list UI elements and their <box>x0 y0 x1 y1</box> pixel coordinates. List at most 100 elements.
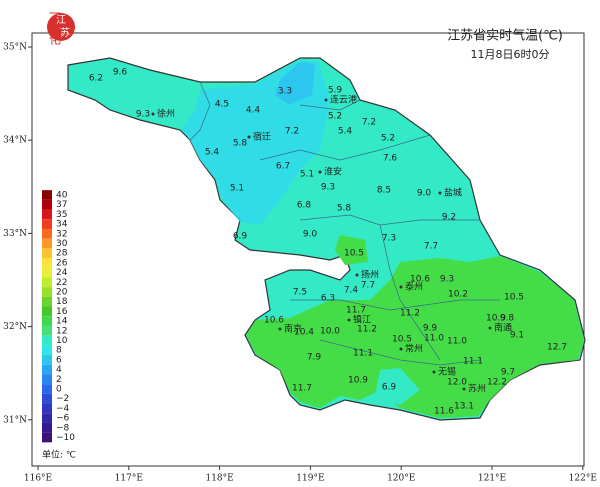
temperature-label: 10.9 <box>348 376 368 386</box>
legend-label: 26 <box>56 258 68 268</box>
longitude-label: 122°E <box>569 474 597 484</box>
temperature-label: 6.9 <box>233 232 248 242</box>
temperature-label: 9.1 <box>510 331 524 341</box>
city-name: 扬州 <box>361 269 379 281</box>
city-name: 常州 <box>405 343 423 355</box>
legend-label: 24 <box>56 268 68 278</box>
boundary <box>299 99 361 111</box>
logo: 一 体 化 江 苏 <box>47 7 75 47</box>
legend-label: 12 <box>56 326 67 336</box>
longitude-label: 117°E <box>115 474 143 484</box>
legend-swatch <box>42 403 52 414</box>
legend-label: 32 <box>56 229 67 239</box>
city-dot <box>399 285 403 289</box>
legend-swatch <box>42 364 52 375</box>
temperature-label: 9.8 <box>500 314 515 324</box>
city-name: 连云港 <box>330 94 357 106</box>
logo-text: 一 <box>49 7 61 21</box>
temperature-label: 6.2 <box>89 74 103 84</box>
temperature-label: 11.1 <box>463 357 483 367</box>
city-name: 无锡 <box>438 367 456 378</box>
boundary <box>290 299 500 311</box>
city-name: 泰州 <box>405 281 423 293</box>
temperature-label: 11.2 <box>400 309 420 319</box>
legend-swatch <box>42 422 52 433</box>
temperature-label: 10.9 <box>486 314 506 324</box>
city-name: 苏州 <box>468 383 486 395</box>
cold-area <box>275 62 315 105</box>
legend-label: −10 <box>56 433 75 443</box>
legend-swatch <box>42 277 52 288</box>
longitude-label: 121°E <box>478 474 506 484</box>
legend-label: 6 <box>56 355 62 365</box>
city-dot <box>432 370 436 374</box>
logo-text: 体 <box>49 20 61 34</box>
temperature-label: 10.5 <box>504 293 524 303</box>
legend-label: −6 <box>56 414 70 424</box>
legend-label: 30 <box>56 239 68 249</box>
city-name: 徐州 <box>157 108 175 120</box>
temperature-label: 7.7 <box>361 281 375 291</box>
city-dot <box>278 327 282 331</box>
temperature-label: 9.6 <box>113 68 128 78</box>
city-dot <box>488 326 492 330</box>
city-dot <box>318 170 322 174</box>
temperature-label: 8.5 <box>377 186 391 196</box>
temperature-label: 7.9 <box>307 353 322 363</box>
boundary <box>189 81 211 141</box>
temperature-label: 5.1 <box>230 184 244 194</box>
legend-label: −2 <box>56 394 69 404</box>
boundary <box>319 339 481 366</box>
legend-swatch <box>42 432 52 443</box>
temperature-label: 10.5 <box>392 335 412 345</box>
legend-swatch <box>42 325 52 336</box>
city-dot <box>347 318 351 322</box>
temperature-label: 9.7 <box>501 368 515 378</box>
legend-swatch <box>42 228 52 239</box>
city-dot <box>355 273 359 277</box>
legend-label: 16 <box>56 307 68 317</box>
temperature-label: 9.2 <box>442 213 456 223</box>
temperature-label: 10.5 <box>344 249 364 259</box>
temperature-label: 13.1 <box>454 402 474 412</box>
temperature-label: 9.3 <box>440 275 454 285</box>
temperature-label: 5.8 <box>337 204 352 214</box>
temperature-label: 7.2 <box>285 127 299 137</box>
temperature-label: 7.2 <box>362 118 376 128</box>
temperature-label: 9.0 <box>417 189 432 199</box>
boundary <box>259 134 431 161</box>
temperature-label: 6.7 <box>276 162 290 172</box>
city-name: 镇江 <box>353 314 371 326</box>
temperature-label: 5.1 <box>300 170 314 180</box>
temperature-label: 11.7 <box>346 306 366 316</box>
logo-circle <box>47 13 75 41</box>
city-dot <box>247 135 251 139</box>
latitude-label: 32°N <box>3 322 27 332</box>
legend-label: 37 <box>56 200 67 210</box>
legend-swatch <box>42 209 52 220</box>
logo-text: 苏 <box>60 26 70 39</box>
legend-label: 8 <box>56 346 62 356</box>
legend-swatch <box>42 355 52 365</box>
legend-label: 18 <box>56 297 68 307</box>
legend-swatch <box>42 374 52 385</box>
warm-patch <box>335 235 368 265</box>
legend-swatch <box>42 219 52 229</box>
temperature-label: 9.0 <box>303 230 318 240</box>
legend-label: 14 <box>56 317 68 327</box>
temperature-label: 11.1 <box>353 349 373 359</box>
temperature-label: 10.4 <box>294 328 314 338</box>
temperature-label: 11.7 <box>292 384 312 394</box>
temperature-label: 7.5 <box>293 288 307 298</box>
map-subtitle: 11月8日6时0分 <box>471 48 550 61</box>
temperature-label: 5.4 <box>205 148 220 158</box>
latitude-label: 33°N <box>3 229 27 239</box>
longitude-label: 120°E <box>387 474 415 484</box>
temperature-label: 5.9 <box>328 86 343 96</box>
map-title: 江苏省实时气温(℃) <box>447 28 563 44</box>
legend-swatch <box>42 384 52 394</box>
temperature-label: 10.6 <box>410 275 430 285</box>
cool-patch <box>375 368 420 405</box>
